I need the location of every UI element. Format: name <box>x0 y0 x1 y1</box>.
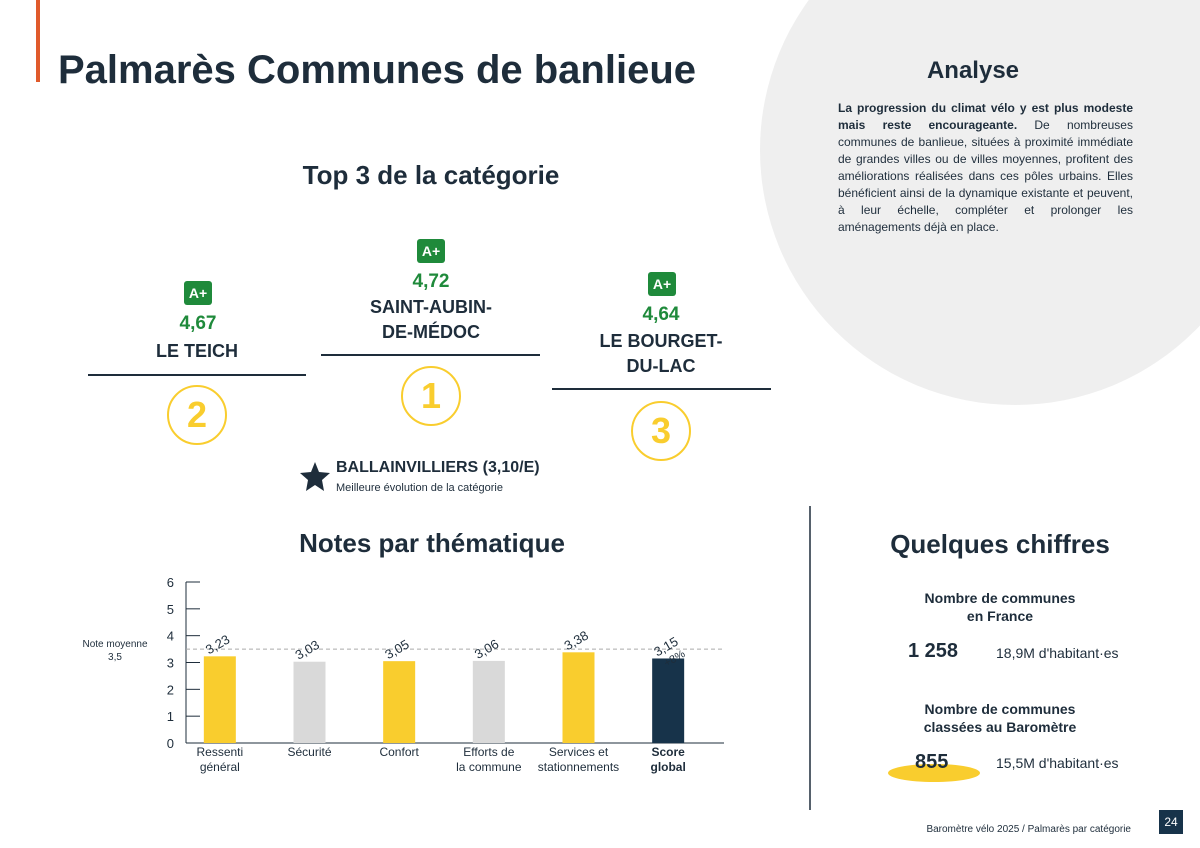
footer-source: Baromètre vélo 2025 / Palmarès par catég… <box>926 824 1131 835</box>
x-tick-label: Confort <box>379 745 419 759</box>
podium-line <box>88 374 306 376</box>
value-label: 3,06 <box>472 636 501 662</box>
y-tick-label: 5 <box>167 602 174 617</box>
star-icon <box>300 462 330 491</box>
value-label: 3,03 <box>293 637 322 663</box>
rank: 3 <box>631 401 691 461</box>
value-label: 3,05 <box>382 636 411 662</box>
bar <box>203 656 236 743</box>
reference-label: Note moyenne 3,5 <box>82 639 147 663</box>
y-tick-label: 1 <box>167 709 174 724</box>
best-progress-caption: Meilleure évolution de la catégorie <box>336 482 503 494</box>
commune-name: LE BOURGET- DU-LAC <box>599 331 723 376</box>
bar <box>293 661 326 743</box>
figure-number: 855 <box>915 751 949 773</box>
analysis-text: De nombreuses communes de banlieue, situ… <box>838 118 1133 234</box>
x-tick-label: Score global <box>650 745 686 774</box>
x-tick-label: Services et stationnements <box>537 745 620 774</box>
rank: 1 <box>401 366 461 426</box>
figure-label: Nombre de communes en France <box>924 590 1076 624</box>
score: 4,67 <box>179 313 217 334</box>
commune-name: SAINT-AUBIN- DE-MÉDOC <box>370 297 492 342</box>
bar <box>562 652 595 743</box>
section-title: Top 3 de la catégorie <box>302 160 560 190</box>
accent-bar <box>36 0 40 82</box>
y-tick-label: 6 <box>167 575 174 590</box>
page-number: 24 <box>1159 810 1183 834</box>
bar <box>383 661 416 743</box>
figure-number: 1 258 <box>908 640 959 662</box>
x-tick-label: Ressenti général <box>196 745 244 774</box>
grade-badge: A+ <box>648 272 676 296</box>
score: 4,64 <box>642 304 680 325</box>
bar <box>472 660 505 743</box>
y-tick-label: 3 <box>167 656 174 671</box>
highlight-ellipse <box>888 764 980 782</box>
y-tick-label: 2 <box>167 682 174 697</box>
value-label: 3,23 <box>203 632 232 658</box>
podium-line <box>321 354 540 356</box>
figure-label: Nombre de communes classées au Baromètre <box>923 701 1077 735</box>
x-tick-label: Sécurité <box>287 745 332 759</box>
bar <box>652 658 685 743</box>
analysis-title: Analyse <box>926 57 1020 84</box>
figure-population: 15,5M d'habitant·es <box>996 755 1119 771</box>
y-tick-label: 4 <box>167 629 174 644</box>
grade-badge: A+ <box>417 239 445 263</box>
chart-title: Notes par thématique <box>299 528 565 558</box>
commune-name: LE TEICH <box>155 341 238 361</box>
grade-badge: A+ <box>184 281 212 305</box>
page-title: Palmarès Communes de banlieue <box>58 48 697 92</box>
background-circle <box>760 0 1200 405</box>
figures-title: Quelques chiffres <box>890 529 1110 559</box>
podium-line <box>552 388 771 390</box>
x-tick-label: Efforts de la commune <box>456 745 522 774</box>
score: 4,72 <box>412 271 450 292</box>
y-tick-label: 0 <box>167 736 174 751</box>
rank: 2 <box>167 385 227 445</box>
best-progress-name: BALLAINVILLIERS (3,10/E) <box>336 459 540 476</box>
analysis-lead: La progression du climat vélo y est plus… <box>838 101 1133 132</box>
figure-population: 18,9M d'habitant·es <box>996 645 1119 661</box>
analysis-paragraph: La progression du climat vélo y est plus… <box>838 100 1133 236</box>
